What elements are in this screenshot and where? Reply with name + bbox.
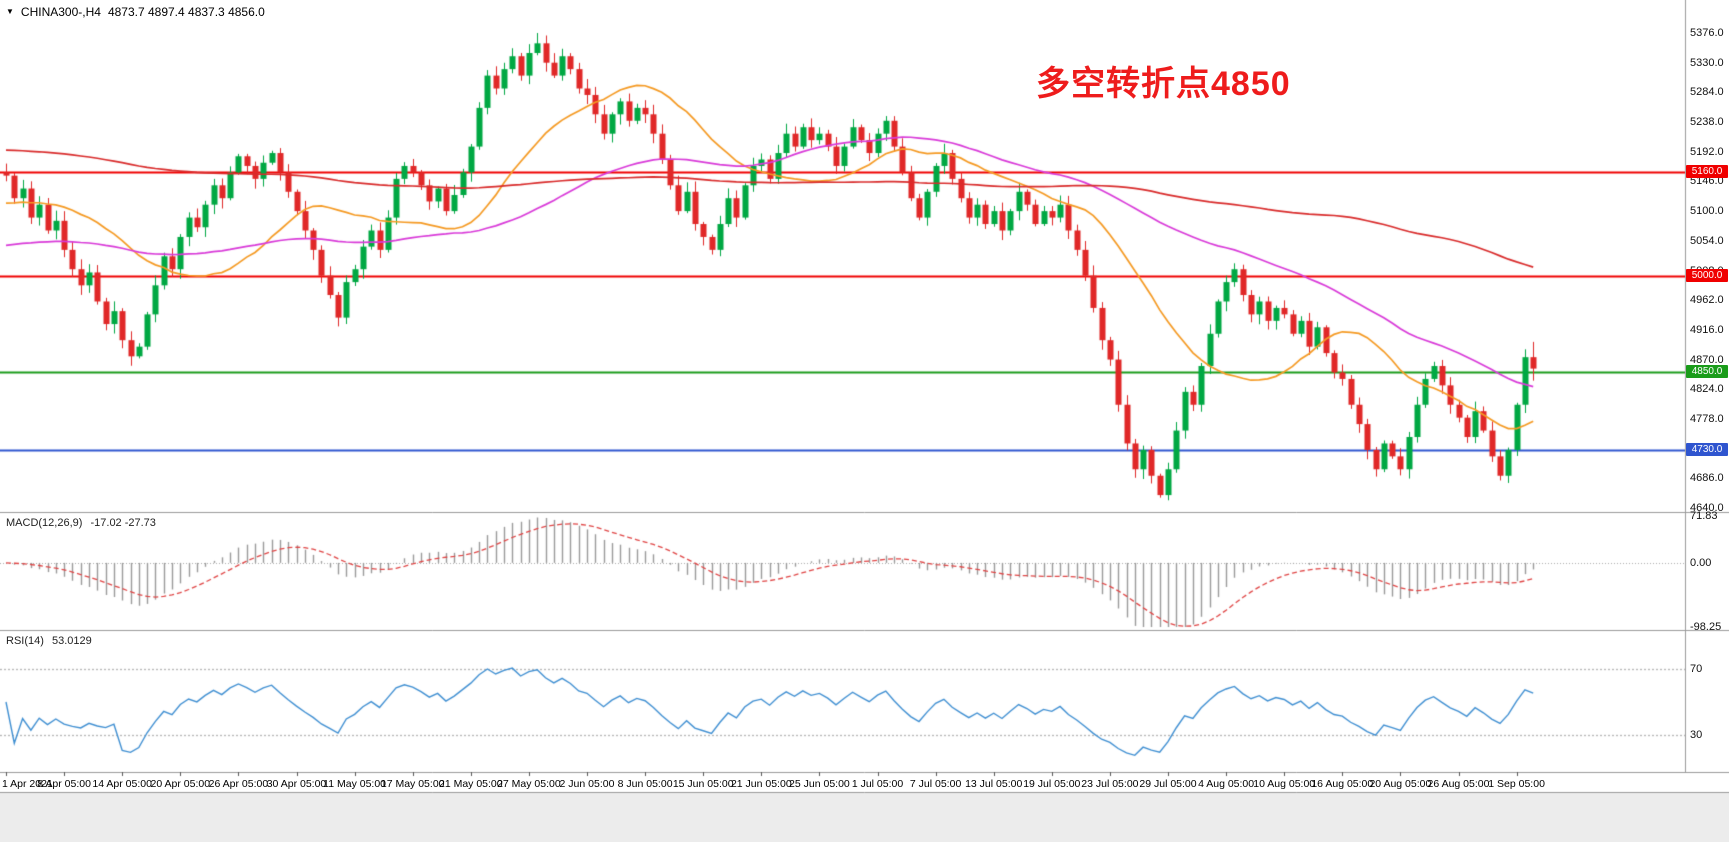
- price-line-tag[interactable]: 5160.0: [1686, 165, 1728, 179]
- ohlc-values: 4873.7 4897.4 4837.3 4856.0: [107, 5, 265, 19]
- price-axis-tick: 5100.0: [1690, 205, 1724, 218]
- time-axis-tick: 15 Jun 05:00: [672, 778, 734, 790]
- time-axis-tick: 21 Jun 05:00: [730, 778, 792, 790]
- time-axis-tick: 19 Jul 05:00: [1023, 778, 1081, 790]
- time-axis-tick: 13 Jul 05:00: [965, 778, 1023, 790]
- macd-indicator-label: MACD(12,26,9) -17.02 -27.73: [6, 517, 161, 529]
- time-axis-tick: 21 May 05:00: [438, 778, 503, 790]
- time-axis-tick: 23 Jul 05:00: [1081, 778, 1139, 790]
- time-axis-tick: 30 Apr 05:00: [266, 778, 327, 790]
- macd-name: MACD(12,26,9): [6, 517, 83, 529]
- rsi-name: RSI(14): [6, 635, 44, 647]
- symbol-timeframe-label: CHINA300-,H4: [20, 5, 101, 19]
- price-axis-tick: 5330.0: [1690, 56, 1724, 69]
- time-axis-tick: 29 Jul 05:00: [1139, 778, 1197, 790]
- time-axis-tick: 26 Aug 05:00: [1427, 778, 1490, 790]
- price-axis-tick: 5376.0: [1690, 27, 1724, 39]
- macd-axis-tick: 71.83: [1690, 510, 1718, 522]
- price-axis-tick: 4962.0: [1690, 294, 1724, 307]
- time-axis-tick: 20 Aug 05:00: [1369, 778, 1432, 790]
- price-axis-tick: 5054.0: [1690, 234, 1724, 247]
- time-axis-tick: 8 Apr 05:00: [37, 778, 91, 790]
- time-axis-tick: 27 May 05:00: [497, 778, 561, 790]
- time-axis-tick: 7 Jul 05:00: [909, 778, 962, 790]
- price-axis-tick: 4686.0: [1690, 472, 1724, 485]
- time-axis-tick: 20 Apr 05:00: [150, 778, 211, 790]
- price-axis-tick: 4916.0: [1690, 323, 1724, 336]
- time-axis-tick: 16 Aug 05:00: [1311, 778, 1374, 790]
- annotation-text: 多空转折点4850: [1036, 65, 1291, 103]
- time-axis-tick: 26 Apr 05:00: [208, 778, 269, 790]
- price-axis-tick: 4824.0: [1690, 383, 1724, 396]
- symbol-ohlc-readout: ▼ CHINA300-,H4 4873.7 4897.4 4837.3 4856…: [6, 5, 265, 19]
- price-axis-tick: 4778.0: [1690, 412, 1724, 425]
- price-axis-tick: 5238.0: [1690, 116, 1724, 129]
- time-axis-tick: 10 Aug 05:00: [1253, 778, 1316, 790]
- price-line-tag[interactable]: 5000.0: [1686, 268, 1728, 282]
- rsi-level-label: 70: [1690, 663, 1703, 675]
- time-axis-tick: 4 Aug 05:00: [1198, 778, 1255, 790]
- time-axis-tick: 8 Jun 05:00: [617, 778, 673, 790]
- rsi-value: 53.0129: [51, 635, 92, 647]
- macd-values: -17.02 -27.73: [90, 517, 156, 529]
- price-axis-tick: 4870.0: [1690, 353, 1724, 366]
- time-axis-tick: 17 May 05:00: [380, 778, 445, 790]
- time-axis-tick: 1 Apr 2021: [2, 778, 53, 790]
- time-axis-tick: 25 Jun 05:00: [789, 778, 850, 790]
- rsi-indicator-label: RSI(14) 53.0129: [6, 635, 97, 647]
- price-line-tag[interactable]: 4730.0: [1686, 442, 1728, 456]
- price-axis-tick: 5284.0: [1690, 86, 1724, 99]
- price-axis-tick: 4640.0: [1690, 502, 1724, 514]
- rsi-level-label: 30: [1690, 729, 1703, 741]
- time-axis-tick: 1 Jul 05:00: [851, 778, 904, 790]
- price-line-tag[interactable]: 4850.0: [1686, 365, 1728, 379]
- macd-axis-tick: -98.25: [1690, 621, 1722, 633]
- price-axis-tick: 5146.0: [1690, 175, 1724, 188]
- time-axis-tick: 11 May 05:00: [323, 778, 387, 790]
- time-axis-tick: 2 Jun 05:00: [559, 778, 615, 790]
- macd-axis-tick: 0.00: [1690, 556, 1712, 569]
- time-axis-tick: 1 Sep 05:00: [1488, 778, 1545, 790]
- time-axis-tick: 14 Apr 05:00: [92, 778, 152, 790]
- symbol-dropdown-triangle-icon[interactable]: ▼: [6, 7, 14, 16]
- price-axis-tick: 5192.0: [1690, 145, 1724, 158]
